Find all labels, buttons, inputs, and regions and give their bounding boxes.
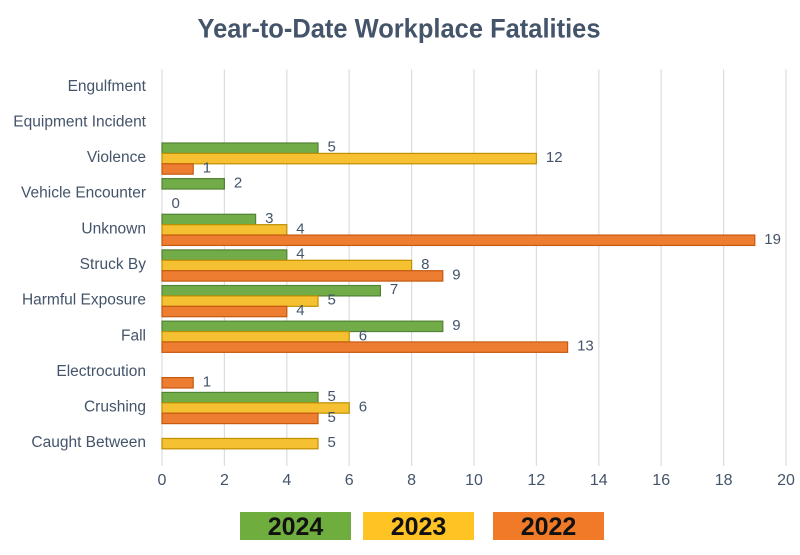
svg-text:6: 6 [345,472,354,489]
svg-text:2022: 2022 [521,513,577,541]
svg-text:19: 19 [764,231,781,248]
svg-text:10: 10 [465,472,483,489]
svg-text:6: 6 [359,327,367,344]
svg-text:16: 16 [652,472,670,489]
svg-text:Caught Between: Caught Between [31,434,146,451]
svg-text:5: 5 [328,409,336,426]
svg-text:4: 4 [296,302,304,319]
svg-text:Fall: Fall [121,327,146,344]
svg-text:0: 0 [158,472,167,489]
svg-text:9: 9 [452,317,460,334]
svg-text:3: 3 [265,210,273,227]
svg-text:1: 1 [203,160,211,177]
svg-text:2023: 2023 [391,513,447,541]
svg-text:0: 0 [172,195,180,212]
svg-text:4: 4 [296,246,304,263]
svg-text:Violence: Violence [87,149,146,166]
svg-text:Equipment Incident: Equipment Incident [13,113,146,130]
svg-text:5: 5 [328,292,336,309]
svg-text:14: 14 [590,472,608,489]
svg-text:12: 12 [546,149,563,166]
svg-text:Vehicle Encounter: Vehicle Encounter [21,185,146,202]
svg-text:Unknown: Unknown [81,220,146,237]
svg-text:4: 4 [296,220,304,237]
svg-text:20: 20 [777,472,795,489]
svg-text:13: 13 [577,338,594,355]
svg-text:5: 5 [328,139,336,156]
svg-text:Struck By: Struck By [80,256,147,273]
svg-text:2: 2 [234,174,242,191]
svg-text:1: 1 [203,373,211,390]
svg-text:8: 8 [421,256,429,273]
svg-text:Year-to-Date Workplace Fatalit: Year-to-Date Workplace Fatalities [198,14,601,44]
svg-text:5: 5 [328,434,336,451]
svg-text:Harmful Exposure: Harmful Exposure [22,292,146,309]
svg-text:Crushing: Crushing [84,399,146,416]
svg-text:18: 18 [715,472,733,489]
svg-text:5: 5 [328,388,336,405]
svg-text:6: 6 [359,399,367,416]
svg-text:2024: 2024 [268,513,324,541]
svg-text:4: 4 [282,472,291,489]
svg-text:9: 9 [452,266,460,283]
svg-text:7: 7 [390,281,398,298]
svg-text:12: 12 [528,472,546,489]
svg-text:Electrocution: Electrocution [56,363,146,380]
svg-text:8: 8 [407,472,416,489]
svg-text:2: 2 [220,472,229,489]
svg-text:Engulfment: Engulfment [68,78,147,95]
